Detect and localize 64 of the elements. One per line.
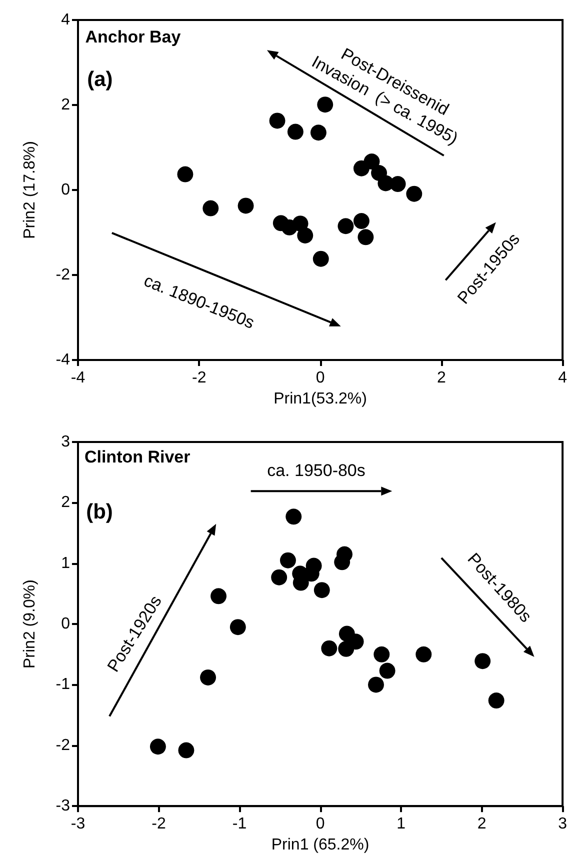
point xyxy=(271,569,288,586)
y-axis-title: Prin2 (9.0%) xyxy=(22,580,38,669)
point xyxy=(358,229,374,246)
point xyxy=(280,552,296,568)
point xyxy=(488,692,504,709)
point xyxy=(200,669,216,686)
point xyxy=(238,198,254,214)
y-tick-label: -3 xyxy=(56,798,70,815)
y-tick-label: 0 xyxy=(61,182,70,198)
x-tick-label: 0 xyxy=(316,816,325,833)
chart-title: Anchor Bay xyxy=(85,28,182,46)
point xyxy=(312,250,329,267)
point xyxy=(297,227,314,244)
y-tick-label: -4 xyxy=(56,352,70,368)
x-tick-label: 1 xyxy=(396,816,406,833)
chart-title: Clinton River xyxy=(84,448,191,467)
x-tick-label: -2 xyxy=(152,816,166,833)
point xyxy=(314,582,330,598)
point xyxy=(321,640,338,656)
point xyxy=(390,176,406,192)
x-tick-label: 0 xyxy=(316,370,325,386)
point xyxy=(150,738,166,755)
x-tick-label: 2 xyxy=(436,370,446,386)
y-axis-title: Prin2 (17.8%) xyxy=(22,141,38,239)
y-tick-label: -1 xyxy=(56,676,70,694)
y-tick-label: 2 xyxy=(61,494,70,512)
annotation: ca. 1950-80s xyxy=(267,461,366,480)
y-tick-label: 2 xyxy=(61,96,70,114)
point xyxy=(202,200,219,216)
point xyxy=(353,213,370,230)
point xyxy=(177,166,194,182)
y-tick-label: 4 xyxy=(61,12,70,28)
annotation: (b) xyxy=(86,500,113,524)
point xyxy=(364,154,380,170)
point xyxy=(317,96,334,113)
x-tick-label: 3 xyxy=(558,816,568,833)
x-axis-title: Prin1 (65.2%) xyxy=(271,836,370,854)
point xyxy=(178,742,194,758)
point xyxy=(374,646,390,662)
y-tick-label: 0 xyxy=(61,616,70,633)
point xyxy=(368,676,384,693)
point xyxy=(287,124,304,140)
x-tick-label: 4 xyxy=(558,370,568,386)
point xyxy=(406,186,422,202)
x-tick-label: 2 xyxy=(477,816,486,833)
point xyxy=(379,662,396,679)
annotation: (a) xyxy=(87,68,113,91)
point xyxy=(210,588,227,604)
y-tick-label: 3 xyxy=(61,434,70,450)
point xyxy=(474,653,491,670)
point xyxy=(269,112,286,129)
x-axis-title: Prin1(53.2%) xyxy=(274,390,367,408)
point xyxy=(334,554,350,570)
point xyxy=(286,508,302,525)
point xyxy=(230,619,246,636)
y-tick-label: 1 xyxy=(61,554,70,572)
point xyxy=(338,640,354,657)
point xyxy=(338,218,354,234)
x-tick-label: -2 xyxy=(192,370,206,386)
point xyxy=(310,124,326,141)
y-tick-label: -2 xyxy=(56,736,70,754)
x-tick-label: -1 xyxy=(232,816,247,833)
point xyxy=(416,646,432,662)
y-tick-label: -2 xyxy=(56,266,70,284)
